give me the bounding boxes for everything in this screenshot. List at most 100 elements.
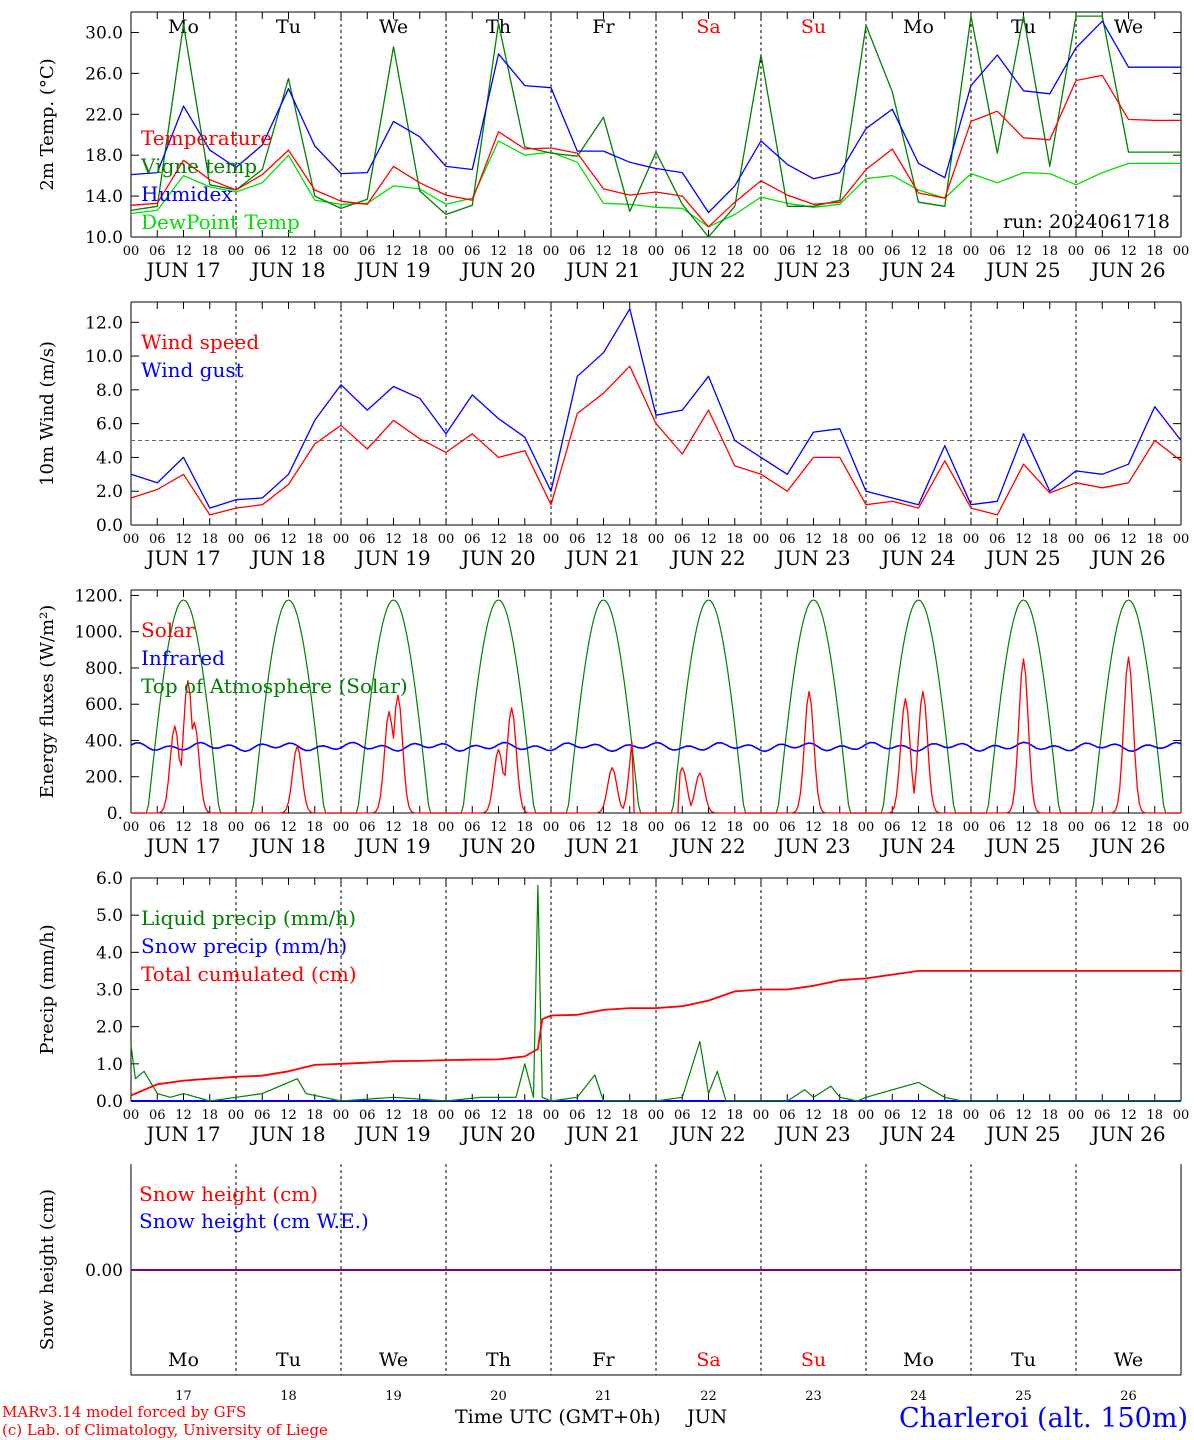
wind-panel: 00 06 12 18 00 06 12 18 00 06 12 18 00 06 12 18 00 06 12 18… <box>37 301 1189 570</box>
hour-tick-label: 12 <box>1120 244 1137 259</box>
legend-temperature: Temperature <box>141 126 272 150</box>
hour-tick-label: 18 <box>936 820 953 835</box>
legend-top-of-atmosphere-solar: Top of Atmosphere (Solar) <box>141 674 408 698</box>
y-tick-label: 200. <box>85 768 123 788</box>
hour-tick-label: 06 <box>464 244 481 259</box>
hour-tick-label: 06 <box>569 1108 586 1123</box>
hour-tick-label: 12 <box>280 820 297 835</box>
hour-tick-label: 18 <box>1041 1108 1058 1123</box>
hour-tick-label: 18 <box>831 532 848 547</box>
date-label: JUN 26 <box>1089 1122 1165 1146</box>
hour-tick-label: 06 <box>464 820 481 835</box>
date-label: JUN 26 <box>1089 834 1165 858</box>
date-label: JUN 24 <box>879 546 955 570</box>
hour-tick-label: 00 <box>543 244 560 259</box>
hour-tick-label: 00 <box>858 1108 875 1123</box>
series-solar <box>131 656 1181 814</box>
day-number-label: 17 <box>175 1389 192 1404</box>
hour-tick-label: 12 <box>700 820 717 835</box>
series-infrared <box>130 741 1182 753</box>
date-label: JUN 22 <box>669 258 745 282</box>
hour-tick-label: 00 <box>858 532 875 547</box>
hour-tick-label: 06 <box>674 244 691 259</box>
date-label: JUN 19 <box>354 258 430 282</box>
date-label: JUN 17 <box>144 546 220 570</box>
date-label: JUN 22 <box>669 834 745 858</box>
weekday-label: We <box>1114 1349 1143 1371</box>
y-tick-label: 2.0 <box>96 1018 123 1038</box>
hour-tick-label: 12 <box>700 532 717 547</box>
y-tick-label: 600. <box>85 695 123 715</box>
date-label: JUN 20 <box>459 546 535 570</box>
weekday-label: Th <box>486 1349 511 1371</box>
hour-tick-label: 00 <box>123 532 140 547</box>
hour-tick-label: 12 <box>385 820 402 835</box>
hour-tick-label: 00 <box>438 1108 455 1123</box>
hour-tick-label: 00 <box>648 244 665 259</box>
y-tick-label: 0.00 <box>85 1261 123 1281</box>
weekday-label: Fr <box>592 1349 615 1371</box>
date-label: JUN 26 <box>1089 258 1165 282</box>
hour-tick-label: 12 <box>910 1108 927 1123</box>
series-liquid-precip <box>130 884 1181 1102</box>
legend-solar: Solar <box>141 618 195 642</box>
date-label: JUN 21 <box>564 258 640 282</box>
hour-tick-label: 12 <box>595 820 612 835</box>
hour-tick-label: 18 <box>306 1108 323 1123</box>
hour-tick-label: 18 <box>411 532 428 547</box>
hour-tick-label: 00 <box>963 244 980 259</box>
day-number-label: 24 <box>910 1389 927 1404</box>
hour-tick-label: 06 <box>884 532 901 547</box>
legend-dewpoint-temp: DewPoint Temp <box>141 210 300 234</box>
hour-tick-label: 06 <box>254 820 271 835</box>
series-humidex <box>130 20 1181 214</box>
date-label: JUN 20 <box>459 258 535 282</box>
hour-tick-label: 00 <box>753 820 770 835</box>
date-label: JUN 26 <box>1089 546 1165 570</box>
hour-tick-label: 18 <box>516 244 533 259</box>
hour-tick-label: 00 <box>438 244 455 259</box>
hour-tick-label: 12 <box>490 1108 507 1123</box>
hour-tick-label: 00 <box>333 244 350 259</box>
hour-tick-label: 12 <box>595 1108 612 1123</box>
hour-tick-label: 06 <box>569 244 586 259</box>
y-tick-label: 800. <box>85 659 123 679</box>
series-wind-gust <box>130 308 1182 509</box>
hour-tick-label: 18 <box>306 532 323 547</box>
hour-tick-label: 18 <box>726 820 743 835</box>
hour-tick-label: 12 <box>175 1108 192 1123</box>
date-label: JUN 23 <box>774 1122 850 1146</box>
y-tick-label: 14.0 <box>85 187 123 207</box>
hour-tick-label: 12 <box>910 820 927 835</box>
hour-tick-label: 18 <box>936 244 953 259</box>
hour-tick-label: 00 <box>123 820 140 835</box>
weekday-label: Fr <box>592 16 615 38</box>
location-label: Charleroi (alt. 150m) <box>899 1403 1188 1434</box>
hour-tick-label: 06 <box>254 532 271 547</box>
hour-tick-label: 06 <box>1094 244 1111 259</box>
hour-tick-label: 00 <box>648 1108 665 1123</box>
legend-humidex: Humidex <box>141 182 233 206</box>
hour-tick-label: 18 <box>201 1108 218 1123</box>
weekday-label: We <box>1114 16 1143 38</box>
y-tick-label: 10.0 <box>85 228 123 248</box>
hour-tick-label: 06 <box>779 1108 796 1123</box>
legend-snow-height-cm-w-e: Snow height (cm W.E.) <box>139 1209 369 1233</box>
hour-tick-label: 12 <box>1120 532 1137 547</box>
model-credit: MARv3.14 model forced by GFS <box>2 1403 246 1421</box>
weekday-label: Tu <box>1011 16 1036 38</box>
hour-tick-label: 12 <box>175 820 192 835</box>
hour-tick-label: 18 <box>201 820 218 835</box>
hour-tick-label: 06 <box>884 820 901 835</box>
day-number-label: 21 <box>595 1389 612 1404</box>
hour-tick-label: 00 <box>123 1108 140 1123</box>
weekday-label: We <box>379 1349 408 1371</box>
hour-tick-label: 18 <box>516 820 533 835</box>
y-tick-label: 30.0 <box>85 23 123 43</box>
hour-tick-label: 00 <box>753 244 770 259</box>
hour-tick-label: 12 <box>1015 532 1032 547</box>
hour-tick-label: 06 <box>359 532 376 547</box>
date-label: JUN 24 <box>879 1122 955 1146</box>
hour-tick-label: 12 <box>805 1108 822 1123</box>
hour-tick-label: 18 <box>411 244 428 259</box>
